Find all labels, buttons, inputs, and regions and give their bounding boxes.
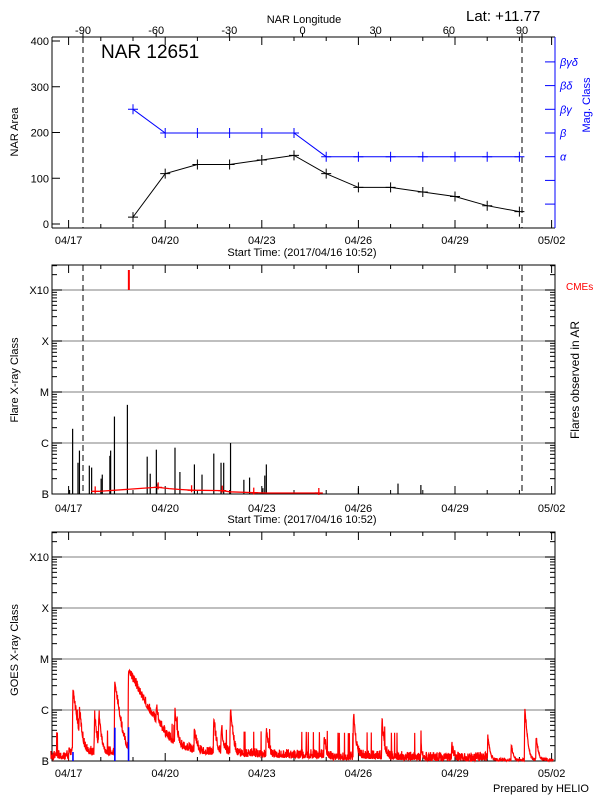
area-point	[224, 159, 235, 170]
y-tick-label: M	[40, 387, 49, 399]
goes-long-channel-line	[50, 668, 554, 763]
mag-class-point	[289, 128, 299, 138]
area-point	[256, 154, 267, 165]
area-point	[417, 186, 428, 197]
mag-class-point	[160, 128, 171, 138]
y-tick-label: 200	[31, 128, 49, 140]
mag-tick-label: α	[560, 152, 567, 164]
x-tick-label: 04/23	[248, 503, 276, 515]
y-tick-label: M	[40, 654, 49, 666]
area-point	[321, 168, 332, 179]
flares-observed-marker	[154, 482, 163, 490]
x-tick-label: 04/23	[248, 235, 276, 247]
x-tick-label: 05/02	[538, 235, 566, 247]
mag-class-point	[514, 151, 525, 162]
x-tick-label: 04/17	[55, 768, 83, 780]
plot-frame	[51, 531, 556, 762]
mag-class-point	[192, 128, 203, 138]
p3-ylabel: GOES X-ray Class	[9, 604, 21, 696]
x-tick-label: 04/17	[55, 503, 83, 515]
mag-tick-label: βδ	[559, 81, 573, 93]
plot-frame	[51, 264, 556, 495]
x-tick-label: 04/20	[151, 503, 179, 515]
flares-observed-line	[92, 486, 319, 494]
y-tick-label: 300	[31, 82, 49, 94]
flares-observed-marker	[187, 485, 196, 493]
y-tick-label: X	[42, 603, 50, 615]
mag-class-point	[482, 151, 493, 162]
x-tick-label: 04/26	[345, 235, 373, 247]
x-tick-label: 04/29	[441, 503, 469, 515]
y-tick-label: C	[41, 705, 49, 717]
mag-class-point	[128, 104, 138, 115]
area-point	[450, 191, 460, 202]
p2-ylabel: Flare X-ray Class	[9, 337, 21, 422]
p1-y2label: Mag. Class	[581, 77, 593, 133]
area-point	[482, 200, 493, 211]
p1-ylabel: NAR Area	[9, 107, 21, 157]
flares-observed-marker	[91, 486, 100, 494]
region-title: NAR 12651	[101, 42, 199, 63]
x-tick-label: 04/26	[345, 503, 373, 515]
x-tick-label: 05/02	[538, 768, 566, 780]
y-tick-label: B	[42, 489, 49, 501]
y-tick-label: X	[42, 336, 50, 348]
x-tick-label: 04/29	[441, 235, 469, 247]
y-tick-label: 400	[31, 36, 49, 48]
x-tick-label: 04/29	[441, 768, 469, 780]
cme-label: CMEs	[566, 282, 593, 293]
area-point	[385, 182, 396, 193]
area-point	[192, 159, 203, 170]
mag-tick-label: β	[559, 128, 567, 140]
mag-class-point	[450, 151, 460, 162]
lon-tick-label: -90	[75, 25, 91, 37]
mag-class-point	[385, 151, 396, 162]
credit-label: Prepared by HELIO	[493, 783, 589, 795]
area-point	[353, 182, 364, 193]
mag-class-point	[417, 151, 428, 162]
y-tick-label: X10	[29, 552, 49, 564]
flares-observed-marker	[218, 485, 227, 493]
p2-y2label: Flares observed in AR	[568, 321, 582, 439]
area-point	[160, 168, 171, 179]
panel-flares: B C M X X10 04/17 04/20 04/23 04/26 04/29 05/02	[29, 264, 566, 515]
lon-tick-label: 90	[516, 25, 528, 37]
p2-xlabel: Start Time: (2017/04/16 10:52)	[227, 514, 376, 526]
mag-tick-label: βγδ	[559, 57, 579, 69]
mag-class-point	[321, 151, 332, 162]
lon-tick-label: 60	[443, 25, 455, 37]
x-tick-label: 04/23	[248, 768, 276, 780]
p1-xlabel: Start Time: (2017/04/16 10:52)	[227, 247, 376, 259]
lon-tick-label: -60	[148, 25, 164, 37]
panel-goes: B C M X X10 04/17 04/20 04/23 04/26 04/29 05/02	[29, 531, 566, 780]
x-tick-label: 04/20	[151, 768, 179, 780]
flares-observed-marker	[314, 488, 323, 495]
mag-class-point	[353, 151, 364, 162]
x-tick-label: 04/20	[151, 235, 179, 247]
area-point	[128, 212, 138, 223]
flares-observed-marker	[249, 487, 258, 495]
x-tick-label: 04/17	[55, 235, 83, 247]
area-line	[132, 154, 520, 218]
mag-class-line	[132, 108, 520, 158]
lon-tick-label: 0	[299, 25, 305, 37]
lon-tick-label: -30	[221, 25, 237, 37]
mag-class-point	[224, 128, 235, 138]
area-point	[514, 206, 525, 217]
y-tick-label: C	[41, 438, 49, 450]
lon-tick-label: 30	[370, 25, 382, 37]
y-tick-label: B	[42, 756, 49, 768]
x-tick-label: 04/26	[345, 768, 373, 780]
mag-class-point	[256, 128, 267, 138]
x-tick-label: 05/02	[538, 503, 566, 515]
y-tick-label: 0	[43, 219, 49, 231]
mag-tick-label: βγ	[559, 104, 573, 116]
latitude-label: Lat: +11.77	[466, 8, 540, 25]
area-point	[289, 150, 299, 161]
y-tick-label: 100	[31, 173, 49, 185]
y-tick-label: X10	[29, 285, 49, 297]
top-axis-title: NAR Longitude	[267, 14, 342, 26]
